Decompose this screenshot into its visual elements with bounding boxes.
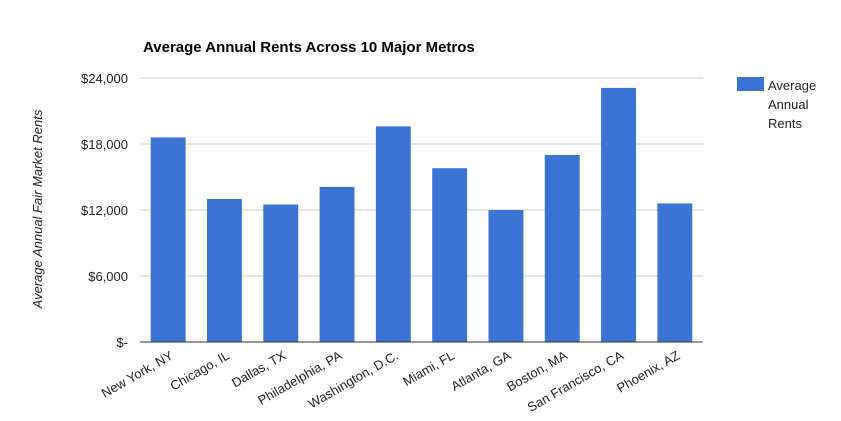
bars [150,87,693,343]
y-tick-label: $12,000 [81,203,128,218]
bar [263,204,299,342]
x-tick-label: Phoenix, AZ [614,348,682,396]
legend-label: Average [768,78,816,93]
x-tick-label: Atlanta, GA [448,347,513,393]
bar [206,199,242,342]
bar [375,126,411,343]
bar [432,168,468,342]
y-tick-labels: $- $6,000 $12,000 $18,000 $24,000 [81,71,128,350]
x-tick-label: New York, NY [99,347,176,400]
bar [319,186,355,342]
legend-swatch [737,77,764,91]
legend: Average Annual Rents [737,77,816,131]
x-tick-label: San Francisco, CA [525,347,627,414]
chart-title: Average Annual Rents Across 10 Major Met… [143,39,475,56]
bar [150,137,186,342]
y-tick-label: $18,000 [81,137,128,152]
bar [601,87,637,343]
legend-label: Rents [768,116,802,131]
y-tick-label: $6,000 [88,269,128,284]
bar [657,203,693,342]
y-tick-label: $24,000 [81,71,128,86]
bar [488,210,524,342]
y-tick-label: $- [116,335,128,350]
x-tick-label: Chicago, IL [167,348,231,394]
bar [544,155,580,342]
y-axis-label: Average Annual Fair Market Rents [30,109,45,309]
legend-label: Annual [768,97,809,112]
